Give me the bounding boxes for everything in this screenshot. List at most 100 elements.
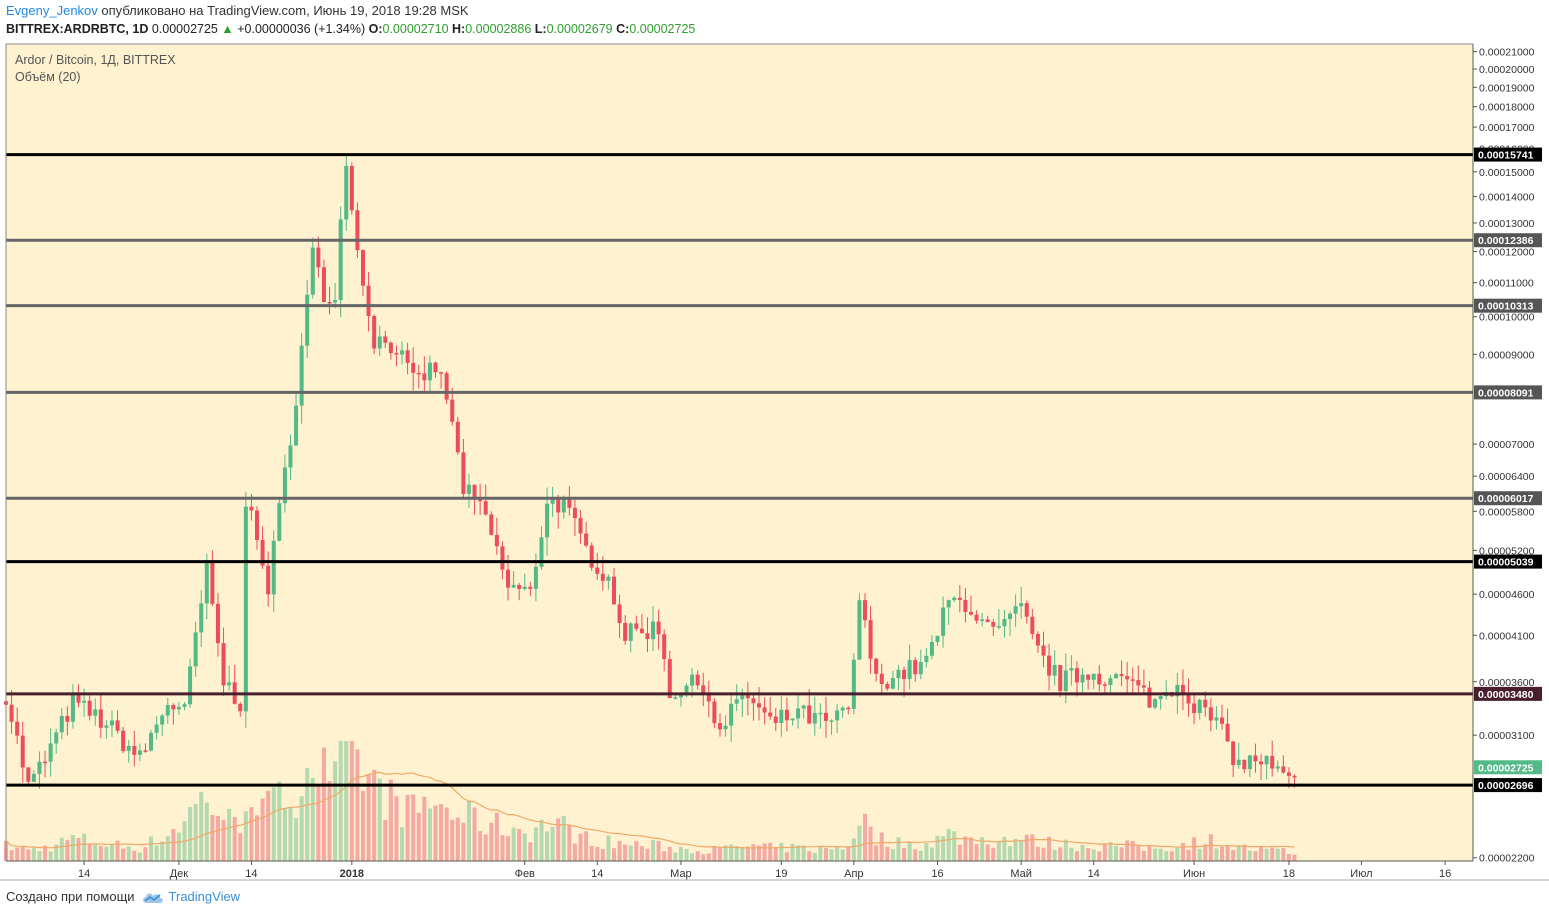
y-tick-label: 0.00009000 xyxy=(1479,349,1535,361)
volume-bar xyxy=(639,846,644,861)
candle-body xyxy=(656,621,661,635)
level-label: 0.00010313 xyxy=(1478,301,1534,313)
volume-bar xyxy=(757,845,762,861)
volume-bar xyxy=(243,811,248,861)
candle-body xyxy=(1074,668,1079,683)
volume-bar xyxy=(15,847,20,861)
candle-body xyxy=(154,724,159,733)
candle-body xyxy=(662,634,667,660)
volume-bar xyxy=(176,832,181,861)
volume-bar xyxy=(623,844,628,861)
volume-bar xyxy=(439,804,444,861)
candle-body xyxy=(600,573,605,581)
y-tick-label: 0.00015000 xyxy=(1479,167,1535,179)
candle-body xyxy=(277,503,282,541)
volume-bar xyxy=(1292,854,1297,861)
candle-body xyxy=(1147,687,1152,708)
volume-bar xyxy=(500,834,505,861)
y-tick-label: 0.00005800 xyxy=(1479,506,1535,518)
volume-bar xyxy=(1175,847,1180,861)
candle-body xyxy=(109,720,114,726)
candle-body xyxy=(416,372,421,375)
candle-body xyxy=(611,576,617,605)
candle-body xyxy=(796,708,801,719)
candle-body xyxy=(1219,717,1225,724)
volume-bar xyxy=(762,843,767,861)
volume-bar xyxy=(109,844,114,861)
candle-body xyxy=(1153,699,1158,708)
candle-body xyxy=(1069,668,1074,671)
candle-body xyxy=(204,562,209,604)
volume-bar xyxy=(595,846,600,861)
volume-bar xyxy=(427,808,432,861)
volume-bar xyxy=(857,825,862,861)
x-tick-label: Дек xyxy=(170,868,189,880)
candle-body xyxy=(1108,678,1113,685)
volume-bar xyxy=(712,845,717,861)
volume-bar xyxy=(617,841,622,861)
candle-body xyxy=(1158,696,1163,700)
candle-body xyxy=(572,507,577,519)
ohlc-header: BITTREX:ARDRBTC, 1D 0.00002725 ▲ +0.0000… xyxy=(6,22,695,36)
candle-body xyxy=(740,695,745,700)
volume-bar xyxy=(43,845,48,861)
volume-bar xyxy=(907,841,912,861)
candle-body xyxy=(494,534,499,547)
candle-body xyxy=(1247,755,1252,770)
volume-bar xyxy=(249,807,254,861)
volume-bar xyxy=(634,841,639,861)
volume-bar xyxy=(506,836,511,861)
volume-bar xyxy=(472,807,477,861)
candle-body xyxy=(433,362,438,373)
volume-bar xyxy=(204,802,209,861)
candle-body xyxy=(980,619,985,621)
volume-bar xyxy=(188,806,193,861)
candle-body xyxy=(1264,755,1269,765)
candle-body xyxy=(37,761,42,774)
candle-body xyxy=(617,604,622,623)
volume-bar xyxy=(578,833,583,861)
author-link[interactable]: Evgeny_Jenkov xyxy=(6,3,98,18)
volume-bar xyxy=(1219,846,1225,861)
candle-body xyxy=(93,709,98,716)
candle-body xyxy=(31,773,36,782)
candle-body xyxy=(684,685,689,694)
y-tick-label: 0.00002200 xyxy=(1479,853,1535,865)
volume-bar xyxy=(149,836,154,861)
y-tick-label: 0.00003100 xyxy=(1479,730,1535,742)
volume-ma-layer xyxy=(5,771,1295,849)
candle-body xyxy=(427,362,432,381)
volume-bar xyxy=(729,844,734,861)
volume-bar xyxy=(801,845,806,861)
volume-bar xyxy=(1264,848,1269,861)
volume-bar xyxy=(48,851,53,861)
volume-bar xyxy=(1019,839,1024,861)
volume-bar xyxy=(1108,842,1113,861)
volume-bar xyxy=(974,844,979,861)
volume-bar xyxy=(93,844,98,861)
volume-bar xyxy=(394,796,399,861)
level-label: 0.00003480 xyxy=(1478,689,1534,701)
x-tick-label: Май xyxy=(1010,868,1032,880)
candle-body xyxy=(1236,759,1241,766)
candle-body xyxy=(360,250,365,286)
volume-bar xyxy=(1047,836,1052,861)
candle-body xyxy=(1192,703,1197,714)
candle-body xyxy=(567,498,572,508)
volume-bar xyxy=(232,817,237,861)
volume-bar xyxy=(784,852,789,861)
level-label-box xyxy=(1474,385,1542,400)
volume-bar xyxy=(450,819,455,861)
volume-bar xyxy=(890,849,895,861)
candle-body xyxy=(338,219,343,301)
tradingview-link[interactable]: TradingView xyxy=(141,889,240,904)
candle-body xyxy=(996,626,1001,628)
volume-bar xyxy=(1197,848,1202,861)
candle-body xyxy=(651,621,656,640)
volume-bar xyxy=(338,741,343,861)
x-tick-label: Мар xyxy=(670,868,692,880)
volume-bar xyxy=(377,778,382,861)
volume-bar xyxy=(388,779,393,861)
volume-bar xyxy=(706,853,711,861)
